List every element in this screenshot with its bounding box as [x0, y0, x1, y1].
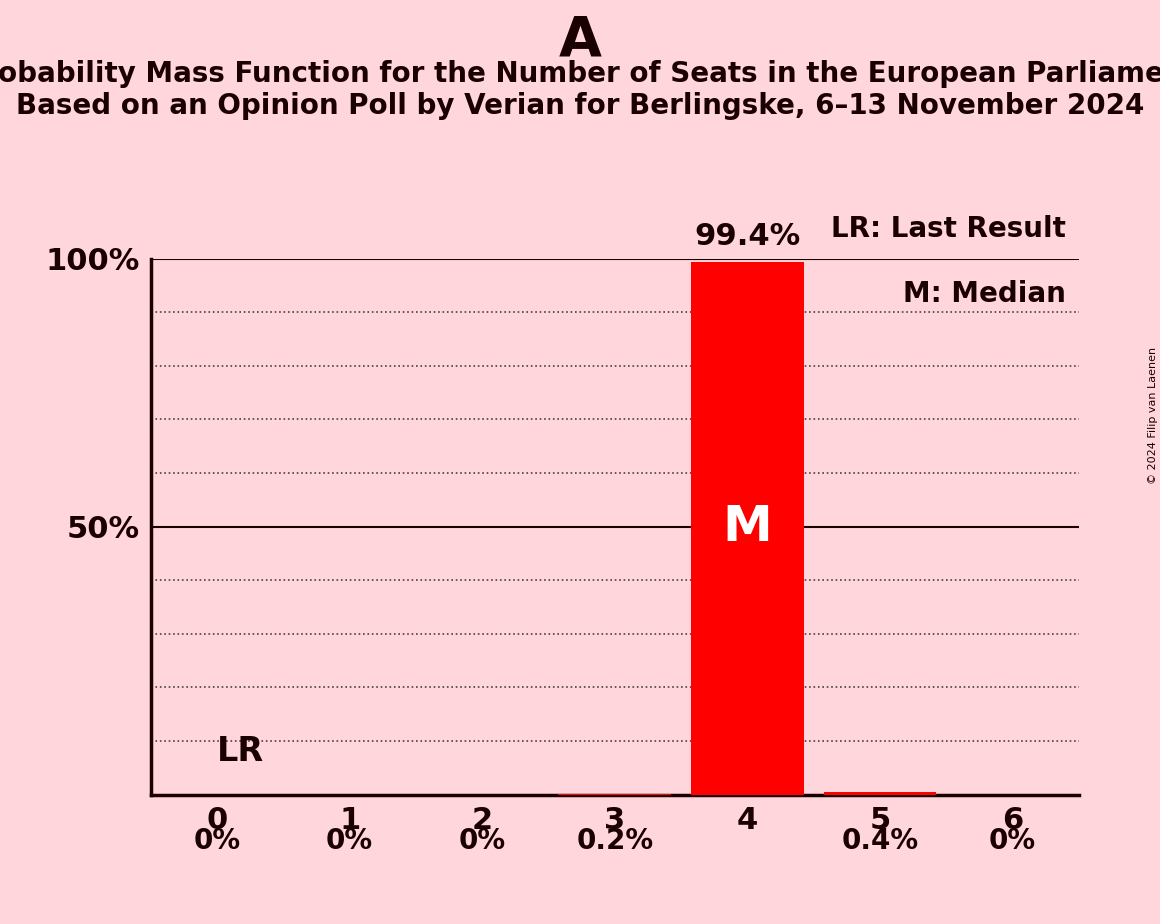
Text: A: A [558, 14, 602, 67]
Text: 0%: 0% [458, 827, 506, 855]
Text: Probability Mass Function for the Number of Seats in the European Parliament: Probability Mass Function for the Number… [0, 60, 1160, 88]
Text: LR: LR [217, 736, 264, 768]
Text: 0%: 0% [194, 827, 240, 855]
Bar [691, 261, 804, 795]
Bar [824, 793, 936, 795]
Text: Based on an Opinion Poll by Verian for Berlingske, 6–13 November 2024: Based on an Opinion Poll by Verian for B… [16, 92, 1144, 120]
Text: 0.4%: 0.4% [841, 827, 919, 855]
Text: 0%: 0% [989, 827, 1036, 855]
Text: 0%: 0% [326, 827, 374, 855]
Text: © 2024 Filip van Laenen: © 2024 Filip van Laenen [1147, 347, 1158, 484]
Bar [558, 794, 672, 795]
Text: LR: Last Result: LR: Last Result [831, 214, 1066, 243]
Text: 99.4%: 99.4% [694, 222, 800, 250]
Text: M: M [723, 503, 773, 551]
Text: 0.2%: 0.2% [577, 827, 653, 855]
Text: M: Median: M: Median [902, 280, 1066, 309]
